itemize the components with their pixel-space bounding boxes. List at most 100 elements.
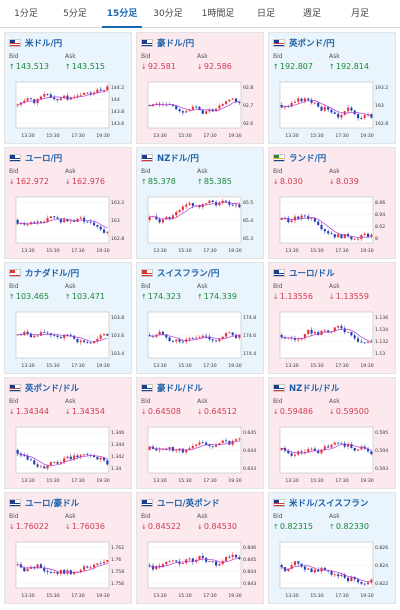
- candle-body: [353, 335, 356, 339]
- candlestick-chart[interactable]: 1.762 1.76 1.758 1.756 13:30 15:30 17:30 19:30: [13, 538, 127, 600]
- candlestick-chart[interactable]: 0.595 0.594 0.593 13:30 15:30 17:30 19:30: [277, 423, 391, 485]
- candle-body: [56, 99, 59, 101]
- y-tick-label: 85.5: [243, 200, 253, 206]
- candle-body: [323, 330, 326, 332]
- currency-card[interactable]: ランド/円 Bid Ask ↓8.030 ↓8.039 8.06 8.04 8.02 8 13:3…: [268, 147, 396, 259]
- tab-2[interactable]: 5分足: [63, 9, 87, 19]
- candle-body: [16, 104, 19, 106]
- pair-title-link[interactable]: 米ドル/スイスフラン: [273, 496, 368, 510]
- tab-5[interactable]: 1時間足: [201, 9, 235, 19]
- x-tick-label: 15:30: [178, 133, 191, 139]
- candlestick-chart[interactable]: 85.5 85.4 85.3 13:30 15:30 17:30 19:30: [145, 193, 259, 255]
- nz-flag-icon: [273, 384, 285, 392]
- currency-card[interactable]: ユーロ/円 Bid Ask ↓162.972 ↓162.976 163.2 163 162.8…: [4, 147, 132, 259]
- ask-value: ↓8.039: [329, 177, 359, 186]
- currency-card[interactable]: スイスフラン/円 Bid Ask ↑174.323 ↑174.339 174.8 174.6…: [136, 262, 264, 374]
- pair-title-link[interactable]: 英ポンド/ドル: [9, 381, 79, 395]
- candlestick-chart[interactable]: 1.346 1.344 1.342 1.34 13:30 15:30 17:30 19:30: [13, 423, 127, 485]
- currency-card[interactable]: 豪ドル/ドル Bid Ask ↓0.64508 ↓0.64512 0.645 0.644 0.…: [136, 377, 264, 489]
- candle-body: [168, 561, 171, 563]
- currency-card[interactable]: 英ポンド/円 Bid Ask ↑192.807 ↑192.814 193.2 193 192.…: [268, 32, 396, 144]
- pair-title-link[interactable]: スイスフラン/円: [141, 266, 219, 280]
- candle-body: [303, 98, 306, 102]
- pair-title-link[interactable]: NZドル/ドル: [273, 381, 339, 395]
- direction-arrow-icon: ↑: [273, 523, 279, 531]
- candle-body: [323, 446, 326, 450]
- candle-body: [76, 572, 79, 573]
- pair-name: ユーロ/円: [25, 154, 63, 164]
- x-tick-label: 13:30: [153, 593, 166, 599]
- candlestick-chart[interactable]: 103.8 103.6 103.4 13:30 15:30 17:30 19:30: [13, 308, 127, 370]
- candle-body: [191, 203, 194, 207]
- candle-body: [231, 554, 234, 557]
- tab-4[interactable]: 30分足: [153, 9, 183, 19]
- chart-svg: 1.136 1.134 1.132 1.13 13:30 15:30 17:30 19:30: [279, 311, 388, 369]
- candlestick-chart[interactable]: 144.2 144 143.8 143.6 13:30 15:30 17:30 19:30: [13, 78, 127, 140]
- candlestick-chart[interactable]: 0.645 0.644 0.643 13:30 15:30 17:30 19:30: [145, 423, 259, 485]
- pair-title-link[interactable]: 英ポンド/円: [273, 36, 335, 50]
- bid-value: ↓1.13556: [273, 292, 313, 301]
- tab-6[interactable]: 日足: [256, 9, 275, 19]
- y-tick-label: 1.136: [375, 315, 388, 321]
- candlestick-chart[interactable]: 1.136 1.134 1.132 1.13 13:30 15:30 17:30 19:30: [277, 308, 391, 370]
- pair-name: ユーロ/豪ドル: [25, 499, 80, 509]
- bid-value: ↑143.513: [9, 62, 49, 71]
- currency-card[interactable]: カナダドル/円 Bid Ask ↑103.465 ↑103.471 103.8 103.6 1…: [4, 262, 132, 374]
- candle-body: [188, 558, 191, 560]
- pair-title-link[interactable]: ランド/円: [273, 151, 326, 165]
- moving-average-line: [149, 440, 240, 451]
- direction-arrow-icon: ↓: [141, 523, 147, 531]
- pair-title-link[interactable]: 米ドル/円: [9, 36, 62, 50]
- candlestick-chart[interactable]: 174.8 174.6 174.4 13:30 15:30 17:30 19:30: [145, 308, 259, 370]
- candle-body: [53, 462, 56, 463]
- y-tick-label: 1.134: [375, 327, 388, 333]
- candle-body: [323, 107, 326, 111]
- pair-title-link[interactable]: ユーロ/英ポンド: [141, 496, 220, 510]
- currency-card[interactable]: ユーロ/英ポンド Bid Ask ↓0.84522 ↓0.84530 0.846 0.845…: [136, 492, 264, 604]
- currency-card[interactable]: 米ドル/スイスフラン Bid Ask ↑0.82315 ↑0.82330 0.826 0.8…: [268, 492, 396, 604]
- candle-body: [208, 200, 211, 204]
- candlestick-chart[interactable]: 8.06 8.04 8.02 8 13:30 15:30 17:30 19:30: [277, 193, 391, 255]
- currency-card[interactable]: ユーロ/豪ドル Bid Ask ↓1.76022 ↓1.76036 1.762 1.76 1.…: [4, 492, 132, 604]
- currency-card[interactable]: ユーロ/ドル Bid Ask ↓1.13556 ↓1.13559 1.136 1.134 1.…: [268, 262, 396, 374]
- candle-body: [39, 96, 42, 99]
- candle-body: [317, 221, 320, 225]
- pair-title-link[interactable]: ユーロ/豪ドル: [9, 496, 79, 510]
- candlestick-chart[interactable]: 92.8 92.7 92.6 13:30 15:30 17:30 19:30: [145, 78, 259, 140]
- x-tick-label: 15:30: [46, 248, 59, 254]
- pair-title-link[interactable]: ユーロ/ドル: [273, 266, 335, 280]
- pair-title-link[interactable]: 豪ドル/ドル: [141, 381, 203, 395]
- tab-3[interactable]: 15分足: [102, 0, 142, 28]
- pair-title-link[interactable]: 豪ドル/円: [141, 36, 194, 50]
- candle-body: [297, 451, 300, 455]
- currency-card[interactable]: NZドル/ドル Bid Ask ↓0.59486 ↓0.59500 0.595 0.594 0…: [268, 377, 396, 489]
- candle-body: [79, 94, 82, 96]
- currency-card[interactable]: 英ポンド/ドル Bid Ask ↓1.34344 ↓1.34354 1.346 1.344 1…: [4, 377, 132, 489]
- candle-body: [330, 444, 333, 448]
- candle-body: [195, 106, 198, 108]
- direction-arrow-icon: ↓: [273, 178, 279, 186]
- currency-card[interactable]: NZドル/円 Bid Ask ↑85.378 ↑85.385 85.5 85.4 85.3 13…: [136, 147, 264, 259]
- chart-svg: 174.8 174.6 174.4 13:30 15:30 17:30 19:30: [147, 311, 256, 369]
- moving-average-line: [17, 453, 108, 466]
- currency-card[interactable]: 豪ドル/円 Bid Ask ↓92.581 ↓92.586 92.8 92.7 92.6 13:…: [136, 32, 264, 144]
- candlestick-chart[interactable]: 193.2 193 192.8 13:30 15:30 17:30 19:30: [277, 78, 391, 140]
- candle-body: [205, 557, 208, 562]
- candlestick-chart[interactable]: 163.2 163 162.8 13:30 15:30 17:30 19:30: [13, 193, 127, 255]
- currency-card[interactable]: 米ドル/円 Bid Ask ↑143.513 ↑143.515 144.2 144 143.8…: [4, 32, 132, 144]
- chart-svg: 0.595 0.594 0.593 13:30 15:30 17:30 19:30: [279, 426, 388, 484]
- candlestick-chart[interactable]: 0.846 0.845 0.844 0.843 13:30 15:30 17:30 19:30: [145, 538, 259, 600]
- candle-body: [16, 220, 19, 224]
- pair-title-link[interactable]: カナダドル/円: [9, 266, 79, 280]
- candle-body: [175, 339, 178, 342]
- pair-title-link[interactable]: ユーロ/円: [9, 151, 62, 165]
- candlestick-chart[interactable]: 0.826 0.824 0.822 13:30 15:30 17:30 19:30: [277, 538, 391, 600]
- tab-7[interactable]: 週足: [302, 9, 321, 19]
- candle-body: [205, 203, 208, 205]
- tab-8[interactable]: 月足: [350, 9, 369, 19]
- y-tick-label: 163.2: [111, 200, 124, 206]
- candle-body: [360, 341, 363, 343]
- pair-title-link[interactable]: NZドル/円: [141, 151, 199, 165]
- candle-body: [363, 583, 366, 585]
- tab-1[interactable]: 1分足: [14, 9, 38, 19]
